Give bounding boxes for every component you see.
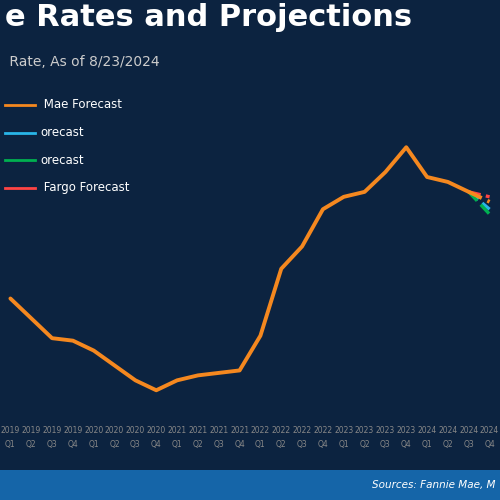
Text: Q2: Q2 — [26, 440, 36, 449]
Text: Q1: Q1 — [5, 440, 15, 449]
Text: Q1: Q1 — [88, 440, 99, 449]
Text: Q1: Q1 — [255, 440, 266, 449]
Text: 2020: 2020 — [126, 426, 145, 436]
Text: 2021: 2021 — [209, 426, 229, 436]
Text: 2019: 2019 — [1, 426, 20, 436]
Text: 2022: 2022 — [314, 426, 332, 436]
Text: Q3: Q3 — [380, 440, 391, 449]
Text: Q4: Q4 — [234, 440, 245, 449]
Text: Q1: Q1 — [172, 440, 182, 449]
Text: 2019: 2019 — [64, 426, 82, 436]
Text: Fargo Forecast: Fargo Forecast — [40, 181, 130, 194]
Text: Q2: Q2 — [192, 440, 203, 449]
Text: Mae Forecast: Mae Forecast — [40, 98, 122, 112]
Text: Q2: Q2 — [442, 440, 453, 449]
Text: Q2: Q2 — [110, 440, 120, 449]
Text: 2020: 2020 — [146, 426, 166, 436]
Text: Q3: Q3 — [130, 440, 141, 449]
Text: orecast: orecast — [40, 154, 84, 166]
Text: Q4: Q4 — [68, 440, 78, 449]
Text: 2023: 2023 — [355, 426, 374, 436]
Text: Q4: Q4 — [484, 440, 495, 449]
Text: Q2: Q2 — [276, 440, 286, 449]
Text: Q3: Q3 — [214, 440, 224, 449]
Text: 2022: 2022 — [292, 426, 312, 436]
Text: e Rates and Projections: e Rates and Projections — [5, 2, 412, 32]
Text: 2023: 2023 — [334, 426, 353, 436]
Text: 2019: 2019 — [22, 426, 41, 436]
Text: 2024: 2024 — [480, 426, 499, 436]
Text: Q3: Q3 — [464, 440, 474, 449]
Text: 2021: 2021 — [230, 426, 249, 436]
Text: 2021: 2021 — [168, 426, 186, 436]
Text: Sources: Fannie Mae, M: Sources: Fannie Mae, M — [372, 480, 495, 490]
Text: 2023: 2023 — [376, 426, 395, 436]
Text: 2024: 2024 — [459, 426, 478, 436]
Text: 2024: 2024 — [418, 426, 436, 436]
Text: 2022: 2022 — [272, 426, 291, 436]
Text: 2023: 2023 — [396, 426, 416, 436]
Text: 2021: 2021 — [188, 426, 208, 436]
Text: 2024: 2024 — [438, 426, 458, 436]
Text: 2022: 2022 — [251, 426, 270, 436]
Text: Q2: Q2 — [360, 440, 370, 449]
Text: Q1: Q1 — [338, 440, 349, 449]
Text: Rate, As of 8/23/2024: Rate, As of 8/23/2024 — [5, 55, 160, 69]
Text: 2019: 2019 — [42, 426, 62, 436]
Text: Q3: Q3 — [46, 440, 58, 449]
Text: Q1: Q1 — [422, 440, 432, 449]
Text: 2020: 2020 — [84, 426, 103, 436]
Text: Q3: Q3 — [296, 440, 308, 449]
Text: Q4: Q4 — [151, 440, 162, 449]
Text: orecast: orecast — [40, 126, 84, 139]
Text: Q4: Q4 — [401, 440, 411, 449]
Text: 2020: 2020 — [105, 426, 124, 436]
Text: Q4: Q4 — [318, 440, 328, 449]
